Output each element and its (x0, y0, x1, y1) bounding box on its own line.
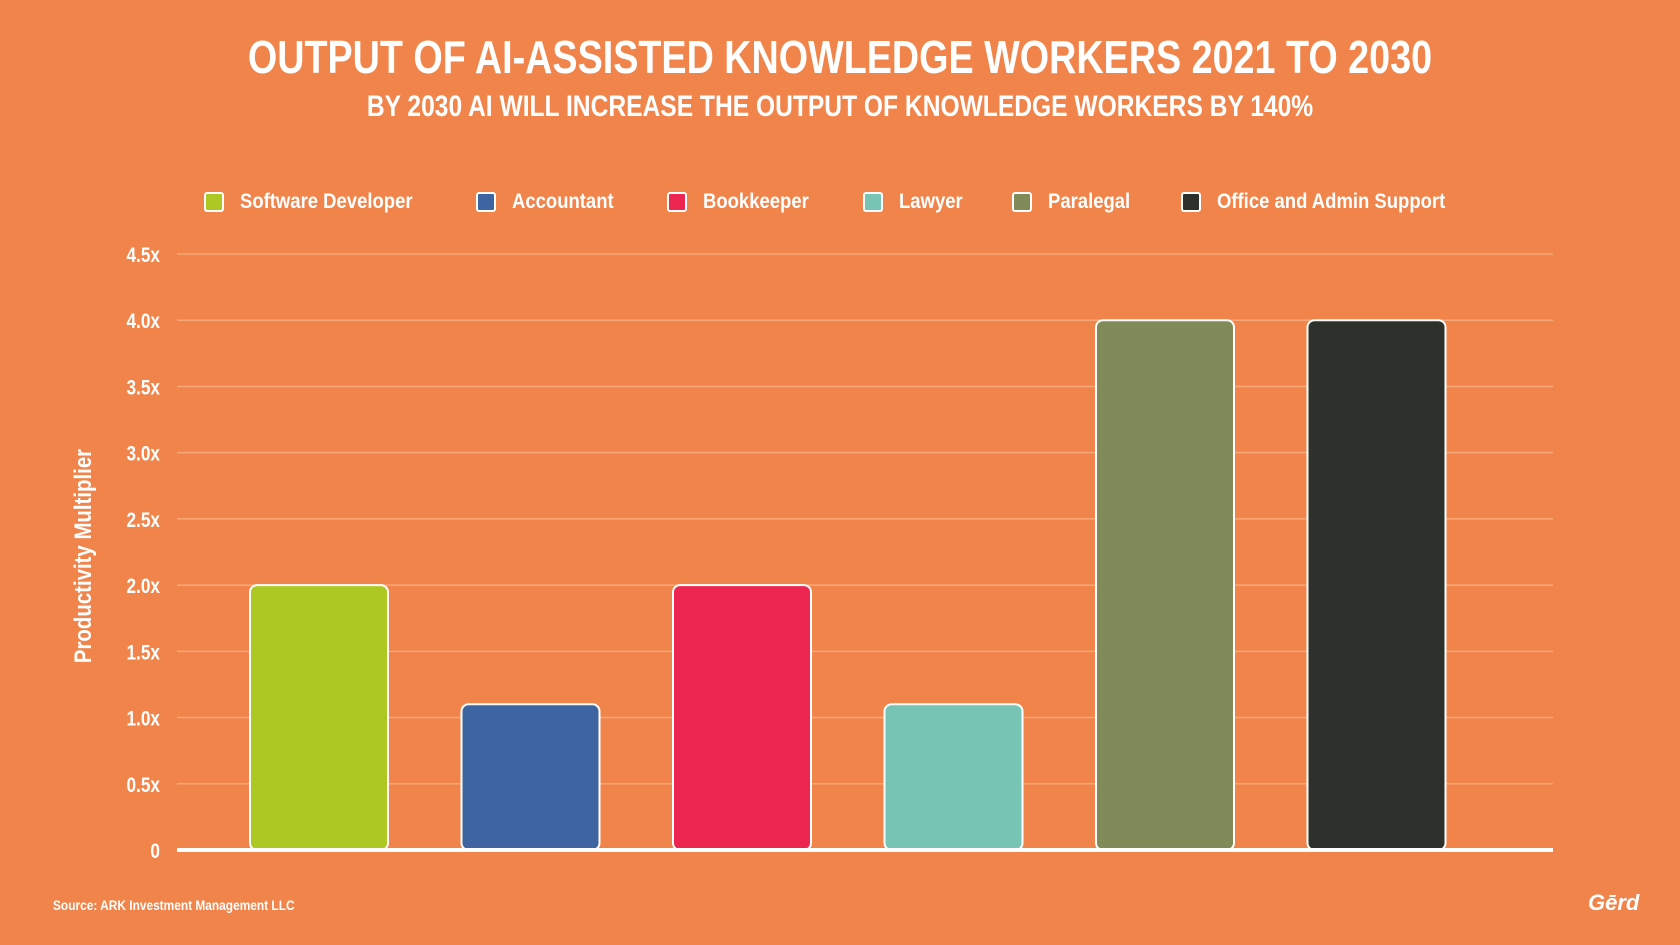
y-tick-label: 2.0x (126, 576, 160, 599)
y-tick-label: 4.0x (126, 311, 160, 334)
legend-label: Paralegal (1047, 190, 1130, 213)
legend-label: Software Developer (239, 190, 413, 213)
chart-subtitle: BY 2030 AI WILL INCREASE THE OUTPUT OF K… (366, 90, 1314, 123)
legend-item: Lawyer (863, 190, 971, 214)
bar (883, 703, 1024, 851)
y-tick-label: 3.5x (126, 377, 160, 400)
legend-swatch (1181, 192, 1202, 212)
y-tick-label: 1.0x (126, 708, 160, 731)
bar (249, 584, 389, 851)
legend-item: Software Developer (203, 190, 436, 214)
legend-swatch (667, 192, 688, 212)
brand-logo: Gērd (1588, 890, 1640, 915)
y-tick-label: 4.5x (126, 245, 160, 268)
chart-title: OUTPUT OF AI-ASSISTED KNOWLEDGE WORKERS … (247, 31, 1433, 83)
legend-item: Bookkeeper (667, 190, 823, 214)
y-tick-label: 1.5x (126, 642, 160, 665)
y-tick-label: 0.5x (126, 774, 160, 797)
legend-item: Paralegal (1011, 190, 1141, 214)
legend-swatch (203, 192, 224, 212)
legend-item: Accountant (475, 190, 628, 214)
bar (1306, 319, 1447, 851)
source-note: Source: ARK Investment Management LLC (53, 897, 295, 913)
legend-label: Office and Admin Support (1217, 190, 1446, 213)
legend-swatch (863, 192, 884, 212)
legend-label: Lawyer (899, 190, 964, 213)
y-tick-label: 2.5x (126, 509, 160, 532)
legend-label: Accountant (511, 190, 614, 213)
y-tick-label: 0 (150, 841, 160, 864)
legend-swatch (475, 192, 496, 212)
legend-item: Office and Admin Support (1181, 190, 1476, 214)
bar (672, 584, 812, 851)
y-tick-label: 3.0x (126, 443, 160, 466)
legend-swatch (1011, 192, 1032, 212)
legend-label: Bookkeeper (703, 190, 809, 213)
legend: Software Developer Accountant Bookkeeper La… (0, 190, 1680, 214)
bar (460, 703, 601, 851)
bar (1095, 319, 1235, 851)
